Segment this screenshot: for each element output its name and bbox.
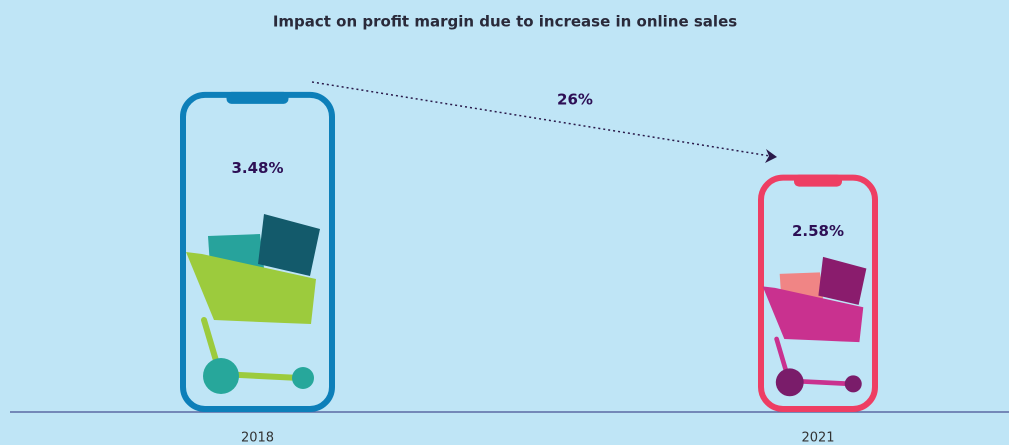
cart-box: [818, 256, 867, 305]
cart-wheel: [844, 375, 862, 393]
cart: [186, 214, 320, 394]
cart-wheel: [203, 358, 239, 394]
phone-notch: [794, 174, 842, 187]
cart-wheel: [292, 367, 314, 389]
cart-wheel: [775, 368, 804, 397]
phone-notch: [226, 91, 289, 104]
cart: [762, 256, 867, 397]
chart-title: Impact on profit margin due to increase …: [273, 13, 737, 31]
change-arrow: [311, 81, 771, 157]
value-label: 2.58%: [792, 222, 844, 240]
cart-basket: [762, 286, 864, 343]
x-tick-label: 2018: [241, 431, 274, 445]
arrow-head: [765, 149, 777, 163]
value-label: 3.48%: [231, 159, 283, 177]
cart-basket: [186, 252, 316, 324]
change-label: 26%: [557, 91, 593, 109]
cart-box: [258, 214, 320, 276]
x-tick-label: 2021: [801, 431, 834, 445]
